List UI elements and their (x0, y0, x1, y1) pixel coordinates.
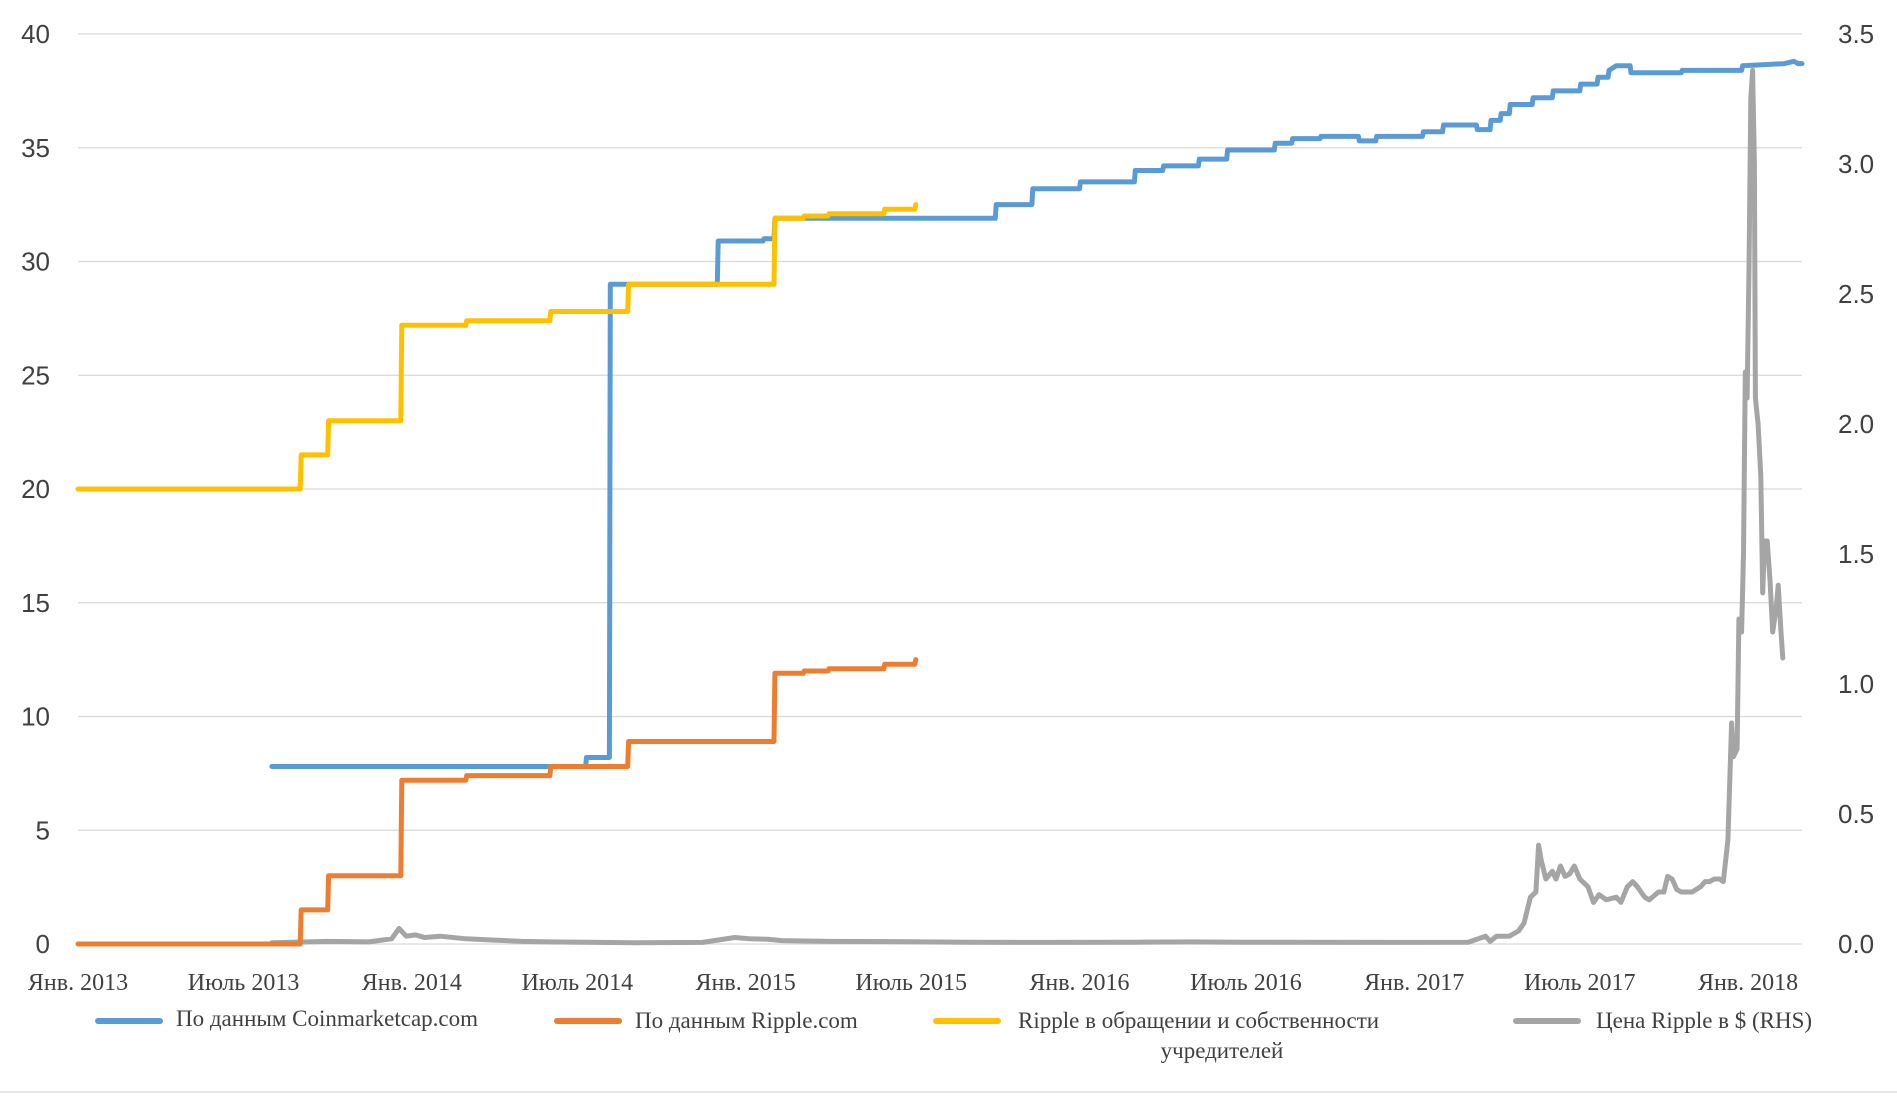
series-layer (75, 58, 1805, 947)
x-tick-label: Янв. 2014 (362, 970, 462, 996)
y2-tick-label: 3.0 (1838, 149, 1874, 179)
x-tick-label: Июль 2014 (522, 970, 634, 996)
legend: По данным Coinmarketcap.com По данным Rip… (0, 1006, 1897, 1093)
y-tick-label: 10 (21, 702, 50, 732)
y-tick-label: 20 (21, 474, 50, 504)
legend-label-line: учредителей (1161, 1038, 1284, 1063)
y2-tick-label: 2.5 (1838, 279, 1874, 309)
x-tick-label: Янв. 2016 (1029, 970, 1129, 996)
y-tick-label: 35 (21, 133, 50, 163)
x-tick-label: Июль 2015 (855, 970, 967, 996)
y2-tick-label: 0.5 (1838, 799, 1874, 829)
y2-tick-label: 3.5 (1838, 19, 1874, 49)
series-line-3 (75, 202, 919, 492)
y-tick-label: 40 (21, 19, 50, 49)
legend-label-2: По данным Ripple.com (635, 1008, 858, 1033)
legend-label-4: Цена Ripple в $ (RHS) (1596, 1008, 1812, 1033)
x-tick-label: Июль 2016 (1190, 970, 1302, 996)
y2-tick-label: 2.0 (1838, 409, 1874, 439)
x-tick-label: Янв. 2015 (696, 970, 796, 996)
x-tick-label: Янв. 2013 (28, 970, 128, 996)
y2-tick-label: 1.0 (1838, 669, 1874, 699)
series-line-4 (269, 67, 1786, 946)
series-line-1 (269, 58, 1805, 769)
legend-label-line: Ripple в обращении и собственности (1018, 1008, 1379, 1033)
y2-tick-label: 1.5 (1838, 539, 1874, 569)
y-tick-label: 15 (21, 588, 50, 618)
y-tick-label: 30 (21, 247, 50, 277)
y-tick-label: 0 (36, 929, 50, 959)
gridlines (78, 33, 1802, 945)
legend-label-1: По данным Coinmarketcap.com (176, 1006, 478, 1031)
y2-tick-label: 0.0 (1838, 929, 1874, 959)
x-tick-label: Июль 2013 (188, 970, 300, 996)
x-tick-label: Янв. 2017 (1364, 970, 1464, 996)
y-axis-left-ticks: 0 5 10 15 20 25 30 35 40 (21, 19, 50, 959)
x-axis-ticks: Янв. 2013 Июль 2013 Янв. 2014 Июль 2014 Янв.… (28, 970, 1798, 996)
y-axis-right-ticks: 0.0 0.5 1.0 1.5 2.0 2.5 3.0 3.5 (1838, 19, 1874, 959)
x-tick-label: Янв. 2018 (1698, 970, 1798, 996)
y-tick-label: 25 (21, 360, 50, 390)
legend-label-3: Ripple в обращении и собственности учреди… (1018, 1008, 1379, 1063)
x-tick-label: Июль 2017 (1524, 970, 1636, 996)
series-line-2 (75, 657, 919, 947)
y-tick-label: 5 (36, 815, 50, 845)
